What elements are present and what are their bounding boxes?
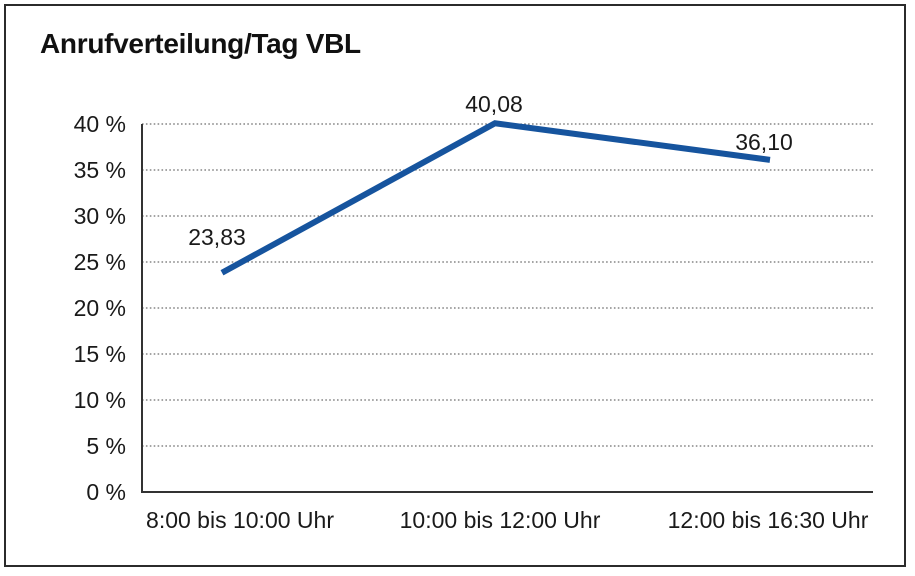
data-point-label: 23,83 bbox=[188, 223, 246, 250]
y-tick-label: 35 % bbox=[73, 157, 126, 183]
data-point-label: 40,08 bbox=[465, 91, 523, 118]
y-tick-label: 30 % bbox=[73, 203, 126, 229]
x-axis-label: 8:00 bis 10:00 Uhr bbox=[146, 507, 334, 533]
x-axis-label: 10:00 bis 12:00 Uhr bbox=[399, 507, 601, 533]
data-line bbox=[220, 120, 771, 276]
data-point-label: 36,10 bbox=[735, 128, 793, 155]
y-tick-label: 0 % bbox=[86, 479, 126, 505]
y-tick-label: 40 % bbox=[73, 111, 126, 137]
y-tick-label: 5 % bbox=[86, 433, 126, 459]
chart-title: Anrufverteilung/Tag VBL bbox=[40, 28, 361, 59]
y-tick-label: 15 % bbox=[73, 341, 126, 367]
y-tick-label: 20 % bbox=[73, 295, 126, 321]
y-tick-label: 10 % bbox=[73, 387, 126, 413]
x-axis-label: 12:00 bis 16:30 Uhr bbox=[667, 507, 869, 533]
y-tick-label: 25 % bbox=[73, 249, 126, 275]
chart-frame bbox=[4, 4, 906, 567]
